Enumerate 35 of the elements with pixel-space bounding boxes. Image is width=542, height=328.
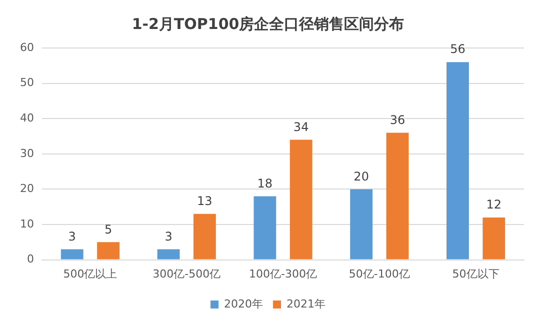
bar bbox=[386, 132, 409, 260]
x-tick-label: 500亿以上 bbox=[63, 267, 118, 280]
data-label: 3 bbox=[68, 229, 76, 244]
y-tick-label: 10 bbox=[20, 217, 34, 230]
x-tick-label: 50亿-100亿 bbox=[348, 267, 410, 280]
bar bbox=[97, 242, 120, 260]
y-tick-label: 30 bbox=[20, 146, 34, 160]
data-label: 20 bbox=[354, 169, 369, 184]
data-label: 36 bbox=[390, 112, 406, 127]
legend-label: 2021年 bbox=[286, 297, 326, 310]
data-label: 3 bbox=[164, 229, 172, 244]
x-tick-label: 50亿以下 bbox=[452, 267, 500, 280]
bar bbox=[193, 214, 216, 260]
y-tick-label: 0 bbox=[26, 252, 34, 266]
data-label: 56 bbox=[450, 42, 466, 56]
chart-title: 1-2月TOP100房企全口径销售区间分布 bbox=[132, 14, 404, 33]
bar bbox=[446, 62, 469, 260]
bar bbox=[482, 217, 506, 260]
bar bbox=[254, 196, 276, 260]
data-label: 5 bbox=[104, 222, 112, 236]
x-tick-label: 300亿-500亿 bbox=[152, 267, 221, 280]
y-tick-label: 60 bbox=[20, 40, 34, 54]
bar bbox=[350, 189, 373, 260]
bar bbox=[157, 249, 180, 260]
y-tick-label: 40 bbox=[20, 111, 34, 124]
data-label: 13 bbox=[197, 194, 212, 208]
data-label: 18 bbox=[257, 176, 273, 190]
bar bbox=[60, 249, 84, 260]
data-label: 34 bbox=[293, 120, 309, 134]
data-label: 12 bbox=[486, 198, 502, 212]
x-tick-label: 100亿-300亿 bbox=[249, 267, 317, 280]
y-tick-label: 20 bbox=[20, 182, 34, 196]
bar bbox=[290, 140, 312, 260]
legend-label: 2020年 bbox=[224, 297, 264, 310]
y-tick-label: 50 bbox=[20, 76, 34, 90]
